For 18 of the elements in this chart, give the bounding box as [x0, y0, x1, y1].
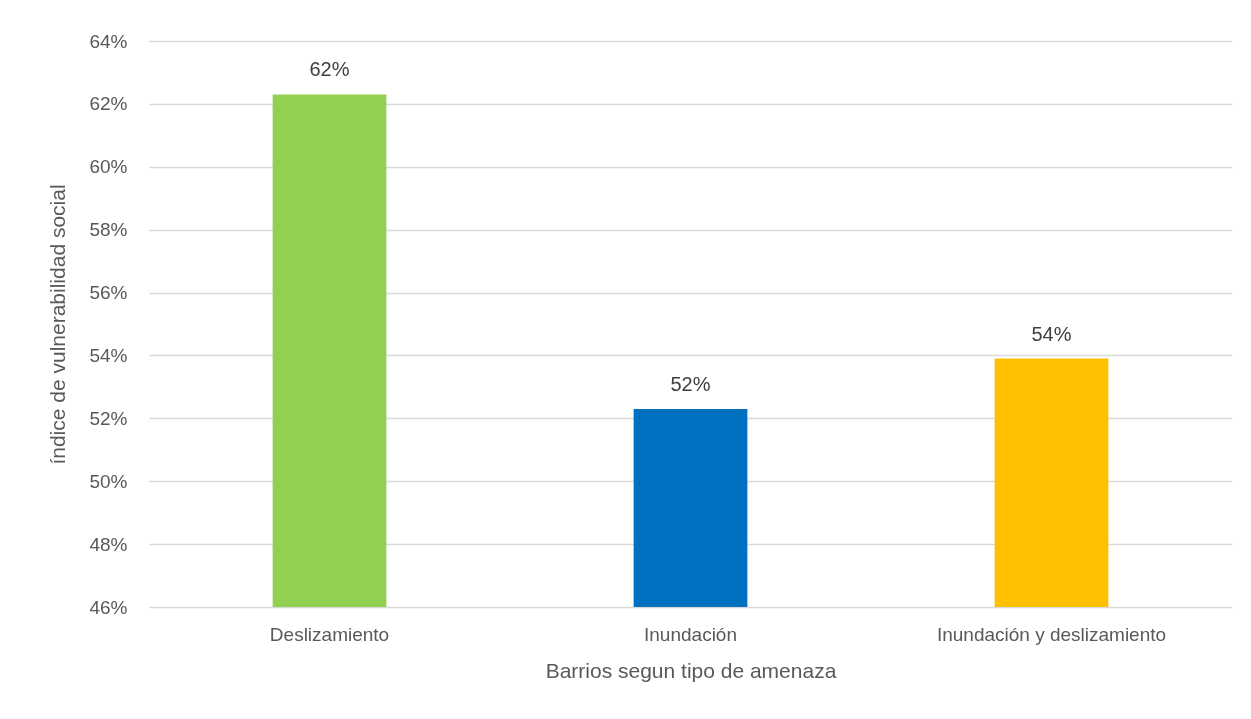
y-tick-label: 64%: [89, 30, 128, 52]
data-label: 62%: [309, 58, 350, 81]
y-tick-label: 50%: [89, 470, 128, 492]
y-tick-label: 46%: [89, 596, 128, 618]
y-tick-label: 52%: [89, 407, 128, 429]
y-tick-label: 54%: [89, 344, 128, 366]
y-tick-label: 60%: [89, 156, 128, 178]
x-tick-label: Inundación y deslizamiento: [936, 623, 1167, 645]
data-label: 54%: [1031, 322, 1072, 345]
y-tick-label: 58%: [89, 219, 128, 241]
x-tick-label: Deslizamiento: [269, 623, 390, 645]
x-axis-title: Barrios segun tipo de amenaza: [545, 658, 837, 682]
y-tick-label: 48%: [89, 533, 128, 555]
data-label: 52%: [670, 372, 711, 395]
y-tick-label: 62%: [89, 93, 128, 115]
y-axis-title: índice de vulnerabilidad social: [46, 184, 70, 465]
y-tick-label: 56%: [89, 282, 128, 304]
x-tick-label: Inundación: [644, 623, 737, 645]
